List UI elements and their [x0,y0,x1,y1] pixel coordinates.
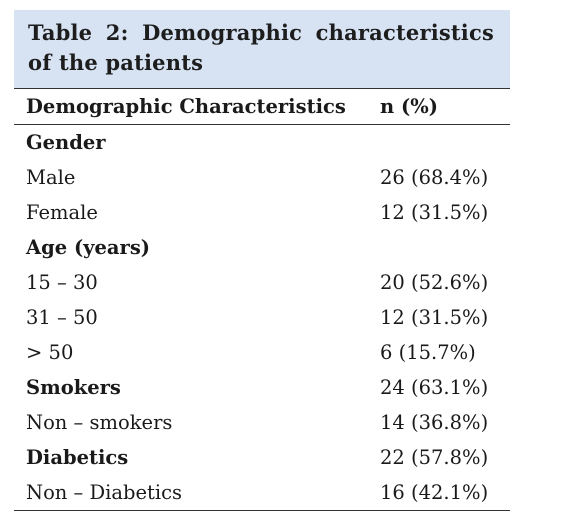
row-value: 24 (63.1%) [380,376,489,399]
row-value: 26 (68.4%) [380,166,489,189]
table-row-age: Age (years) [14,230,510,265]
row-value: 16 (42.1%) [380,481,489,504]
table-header-row: Demographic Characteristics n (%) [14,89,510,125]
row-value: 12 (31.5%) [380,306,489,329]
row-label: > 50 [26,341,74,364]
table-row-non-diabetics: Non – Diabetics 16 (42.1%) [14,475,510,511]
row-value: 12 (31.5%) [380,201,489,224]
table-row-age-over-50: > 50 6 (15.7%) [14,335,510,370]
table-row-diabetics: Diabetics 22 (57.8%) [14,440,510,475]
table-row-gender: Gender [14,125,510,160]
row-value: 14 (36.8%) [380,411,489,434]
header-value: n (%) [380,95,438,118]
row-value: 20 (52.6%) [380,271,489,294]
row-label: 31 – 50 [26,306,98,329]
table-row-age-15-30: 15 – 30 20 (52.6%) [14,265,510,300]
row-label: Gender [26,131,106,154]
row-label: Non – Diabetics [26,481,183,504]
row-label: Female [26,201,98,224]
row-label: 15 – 30 [26,271,98,294]
row-label: Diabetics [26,446,129,469]
row-label: Male [26,166,76,189]
table-row-female: Female 12 (31.5%) [14,195,510,230]
top-rule [14,88,510,89]
row-value: 22 (57.8%) [380,446,489,469]
table-row-male: Male 26 (68.4%) [14,160,510,195]
table-row-smokers: Smokers 24 (63.1%) [14,370,510,405]
demographics-table: Table 2: Demographic characteristics of … [14,10,510,511]
row-value: 6 (15.7%) [380,341,476,364]
header-characteristic: Demographic Characteristics [26,95,346,118]
table-caption: Table 2: Demographic characteristics of … [14,10,510,88]
table-row-age-31-50: 31 – 50 12 (31.5%) [14,300,510,335]
table-row-non-smokers: Non – smokers 14 (36.8%) [14,405,510,440]
row-label: Age (years) [26,236,151,259]
row-label: Smokers [26,376,121,399]
row-label: Non – smokers [26,411,173,434]
